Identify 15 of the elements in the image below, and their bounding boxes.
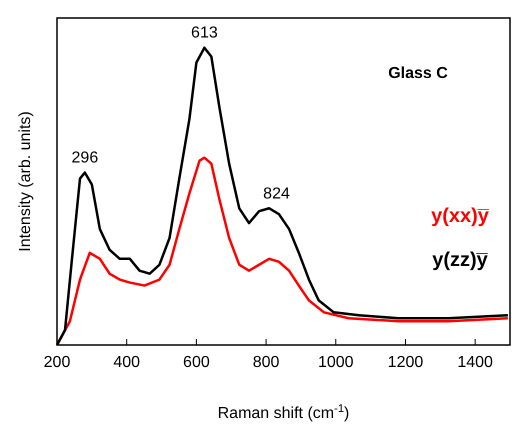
x-tick-label: 200 bbox=[44, 354, 70, 372]
text: y(xx)y̅ bbox=[431, 205, 490, 227]
text: y(zz)y̅ bbox=[432, 249, 489, 271]
annotation: 296 bbox=[72, 150, 98, 167]
x-tick-label: 600 bbox=[183, 354, 210, 372]
annotation: 824 bbox=[263, 185, 290, 202]
x-tick-label: 800 bbox=[252, 354, 280, 372]
x-tick-label: 400 bbox=[113, 354, 140, 372]
annotation: 613 bbox=[191, 24, 218, 42]
x-tick-label: 1000 bbox=[318, 354, 354, 372]
x-tick-label: 1200 bbox=[388, 354, 424, 372]
x-axis-title: Raman shift (cm$^{-1}$) bbox=[218, 403, 350, 422]
x-tick-label: 1400 bbox=[457, 354, 494, 372]
y-axis-title: Intensity (arb. units) bbox=[17, 111, 34, 252]
annotation: Glass C bbox=[388, 65, 448, 82]
